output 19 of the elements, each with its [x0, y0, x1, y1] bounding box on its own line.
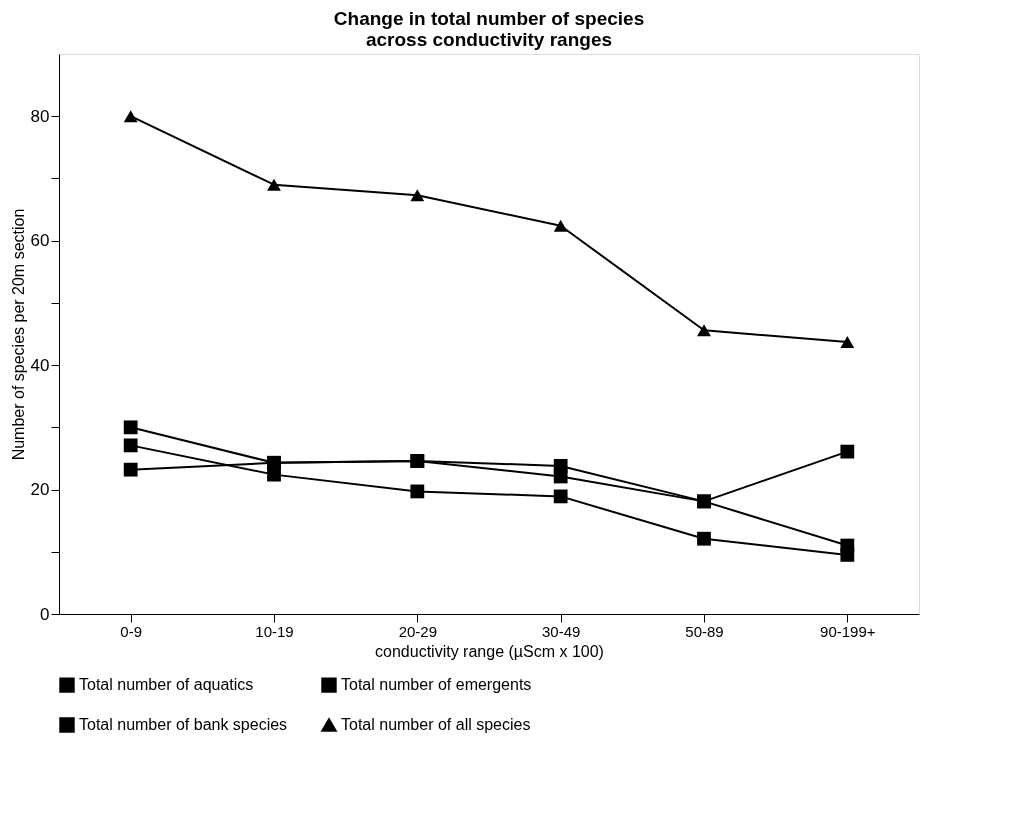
x-axis-title: conductivity range (µScm x 100) [375, 642, 604, 660]
x-tick-label: 0-9 [120, 622, 143, 640]
x-tick-label: 20-29 [398, 622, 438, 640]
y-axis-title: Number of species per 20m section [9, 208, 27, 461]
text: across conductivity ranges [365, 29, 613, 50]
x-tick-label: 90-199+ [820, 622, 876, 640]
x-tick-label: 30-49 [541, 622, 581, 640]
y-tick-label: 40 [30, 355, 50, 375]
text: Change in total number of species [333, 8, 645, 29]
legend-label: Total number of aquatics [79, 676, 254, 694]
y-tick-label: 80 [30, 106, 50, 126]
y-tick-label: 60 [30, 231, 50, 251]
y-tick-label: 20 [30, 480, 50, 500]
x-tick-label: 50-89 [685, 622, 724, 640]
x-tick-label: 10-19 [255, 622, 294, 640]
legend-label: Total number of emergents [341, 676, 532, 694]
legend-label: Total number of all species [341, 716, 531, 733]
legend-label: Total number of bank species [79, 716, 288, 733]
y-tick-label: 0 [40, 604, 50, 624]
